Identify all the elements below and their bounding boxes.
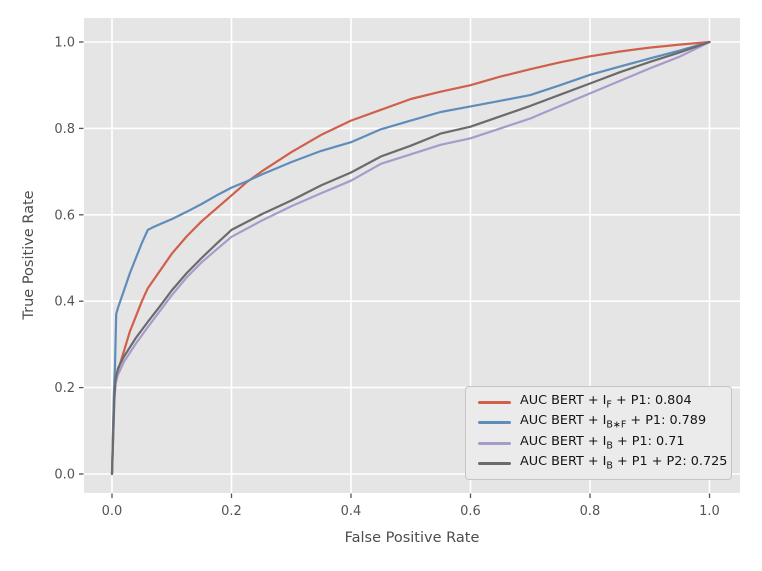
legend-label: AUC BERT + IB + P1: 0.71 xyxy=(520,433,685,452)
roc-curves xyxy=(110,40,711,476)
legend: AUC BERT + IF + P1: 0.804 AUC BERT + IB∗F… xyxy=(465,386,732,480)
y-tick-label: 1.0 xyxy=(54,36,75,51)
y-tick-label: 0.2 xyxy=(54,381,75,396)
legend-label: AUC BERT + IF + P1: 0.804 xyxy=(520,393,692,411)
tick-marks xyxy=(79,41,711,498)
roc-curve xyxy=(110,40,711,476)
legend-label: AUC BERT + IB + P1 + P2: 0.725 xyxy=(520,453,728,472)
tick-labels: 0.0 0.2 0.4 0.6 0.8 1.0 0.0 0.2 0.4 0.6 0.8 1.0 xyxy=(54,36,720,520)
x-axis-label: False Positive Rate xyxy=(345,530,480,546)
y-axis-label: True Positive Rate xyxy=(21,190,37,320)
legend-line-swatch xyxy=(478,461,511,465)
legend-line-swatch xyxy=(478,401,511,405)
legend-line-swatch xyxy=(478,441,511,445)
y-tick-label: 0.0 xyxy=(54,468,75,483)
roc-curve xyxy=(110,40,711,476)
y-tick-label: 0.4 xyxy=(54,295,75,310)
gridlines xyxy=(84,18,740,493)
x-tick-label: 0.6 xyxy=(460,504,481,519)
legend-line-swatch xyxy=(478,421,511,425)
x-tick-label: 0.2 xyxy=(221,504,242,519)
legend-row: AUC BERT + IF + P1: 0.804 xyxy=(478,393,721,411)
y-tick-label: 0.6 xyxy=(54,208,75,223)
x-tick-label: 0.8 xyxy=(580,504,601,519)
y-tick-label: 0.8 xyxy=(54,122,75,137)
legend-row: AUC BERT + IB + P1 + P2: 0.725 xyxy=(478,455,727,471)
legend-row: AUC BERT + IB + P1: 0.71 xyxy=(478,433,721,452)
roc-curve xyxy=(110,40,711,476)
x-tick-label: 1.0 xyxy=(699,504,720,519)
legend-row: AUC BERT + IB∗F + P1: 0.789 xyxy=(478,413,721,431)
x-tick-label: 0.0 xyxy=(102,504,123,519)
x-tick-label: 0.4 xyxy=(341,504,362,519)
legend-label: AUC BERT + IB∗F + P1: 0.789 xyxy=(520,413,707,431)
